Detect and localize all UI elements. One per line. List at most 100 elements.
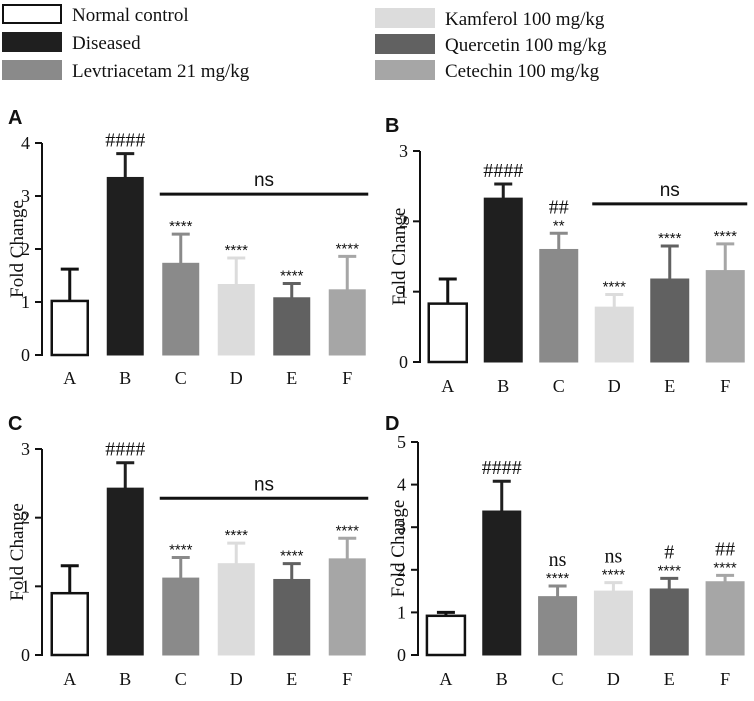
x-tick-label: D: [230, 669, 243, 689]
significance-label: ##: [715, 538, 735, 560]
y-tick-label: 3: [397, 517, 406, 537]
bar: [328, 289, 366, 356]
legend-swatch: [375, 60, 435, 80]
bar: [483, 197, 523, 363]
x-tick-label: C: [175, 669, 187, 689]
panel-A: A Fold Change 0 1 2 3 4 A B #### C **** D **** E **** F *…: [7, 107, 369, 388]
x-tick-label: E: [664, 669, 675, 689]
y-tick-label: 0: [21, 645, 30, 665]
y-axis-label: Fold Change: [7, 200, 28, 298]
y-tick-label: 0: [399, 352, 408, 372]
significance-label: #: [664, 541, 674, 563]
bar: [427, 302, 468, 364]
x-tick-label: A: [63, 368, 76, 388]
x-tick-label: B: [497, 376, 509, 396]
bar: [594, 306, 634, 363]
x-tick-label: B: [119, 368, 131, 388]
bar: [273, 578, 311, 656]
y-tick-label: 4: [397, 475, 406, 495]
significance-stars: ****: [336, 522, 360, 539]
legend-item: Diseased: [2, 32, 141, 54]
significance-stars: ****: [658, 562, 682, 579]
bar: [50, 591, 89, 657]
legend-label: Kamferol 100 mg/kg: [445, 9, 605, 30]
x-tick-label: F: [720, 376, 730, 396]
y-tick-label: 1: [21, 576, 30, 596]
y-tick-label: 2: [399, 211, 408, 231]
y-tick-label: 3: [21, 186, 30, 206]
y-tick-label: 3: [399, 141, 408, 161]
x-tick-label: B: [119, 669, 131, 689]
significance-label: ##: [549, 196, 569, 218]
legend-item: Normal control: [2, 4, 189, 26]
x-tick-label: A: [439, 669, 452, 689]
significance-stars: ****: [280, 267, 304, 284]
legend-item: Kamferol 100 mg/kg: [375, 8, 605, 30]
x-tick-label: E: [286, 368, 297, 388]
bar: [328, 558, 366, 656]
y-tick-label: 0: [21, 345, 30, 365]
y-tick-label: 2: [397, 560, 406, 580]
significance-stars: ****: [546, 570, 570, 587]
legend-item: Levtriacetam 21 mg/kg: [2, 60, 250, 82]
bar: [705, 581, 745, 656]
y-tick-label: 5: [397, 432, 406, 452]
significance-stars: ****: [169, 541, 193, 558]
bar: [593, 590, 633, 656]
bar: [50, 299, 89, 357]
bar: [217, 563, 255, 656]
x-tick-label: C: [552, 669, 564, 689]
y-tick-label: 2: [21, 239, 30, 259]
bar: [425, 614, 467, 657]
significance-stars: **: [553, 217, 565, 234]
x-tick-label: D: [607, 669, 620, 689]
significance-label: ####: [105, 439, 145, 461]
legend-swatch: [2, 32, 62, 52]
panel-letter: C: [8, 413, 22, 435]
significance-label: ####: [105, 130, 145, 152]
x-tick-label: F: [342, 669, 352, 689]
x-tick-label: A: [63, 669, 76, 689]
panel-letter: A: [8, 107, 22, 129]
significance-label: ####: [482, 457, 522, 479]
legend-swatch: [375, 34, 435, 54]
significance-stars: ****: [225, 242, 249, 259]
legend-item: Quercetin 100 mg/kg: [375, 34, 607, 56]
y-tick-label: 1: [399, 282, 408, 302]
bar: [539, 248, 579, 363]
bar: [217, 284, 255, 356]
significance-stars: ****: [714, 228, 738, 245]
ns-bracket-label: ns: [254, 474, 274, 495]
bar: [273, 297, 311, 356]
x-tick-label: D: [608, 376, 621, 396]
bar: [650, 278, 690, 363]
bar: [162, 577, 200, 656]
panel-B: B Fold Change 0 1 2 3 A B #### C **## D **** E **** F **…: [385, 115, 748, 396]
x-tick-label: F: [720, 669, 730, 689]
bar: [162, 262, 200, 356]
legend-label: Normal control: [72, 5, 189, 26]
significance-stars: ****: [658, 230, 682, 247]
bar: [482, 510, 522, 656]
significance-label: ns: [605, 546, 623, 568]
y-tick-label: 3: [21, 439, 30, 459]
legend-label: Levtriacetam 21 mg/kg: [72, 61, 250, 82]
significance-label: ####: [483, 160, 523, 182]
y-axis-label: Fold Change: [389, 208, 410, 306]
significance-stars: ****: [713, 559, 737, 576]
x-tick-label: E: [664, 376, 675, 396]
y-tick-label: 2: [21, 508, 30, 528]
ns-bracket-label: ns: [660, 180, 680, 201]
significance-label: ns: [549, 549, 567, 571]
panel-C: C Fold Change 0 1 2 3 A B #### C **** D **** E **** F **…: [7, 413, 369, 689]
x-tick-label: D: [230, 368, 243, 388]
y-tick-label: 4: [21, 133, 30, 153]
y-tick-label: 0: [397, 645, 406, 665]
legend-swatch: [375, 8, 435, 28]
significance-stars: ****: [602, 567, 626, 584]
x-tick-label: F: [342, 368, 352, 388]
y-axis-label: Fold Change: [388, 500, 409, 598]
